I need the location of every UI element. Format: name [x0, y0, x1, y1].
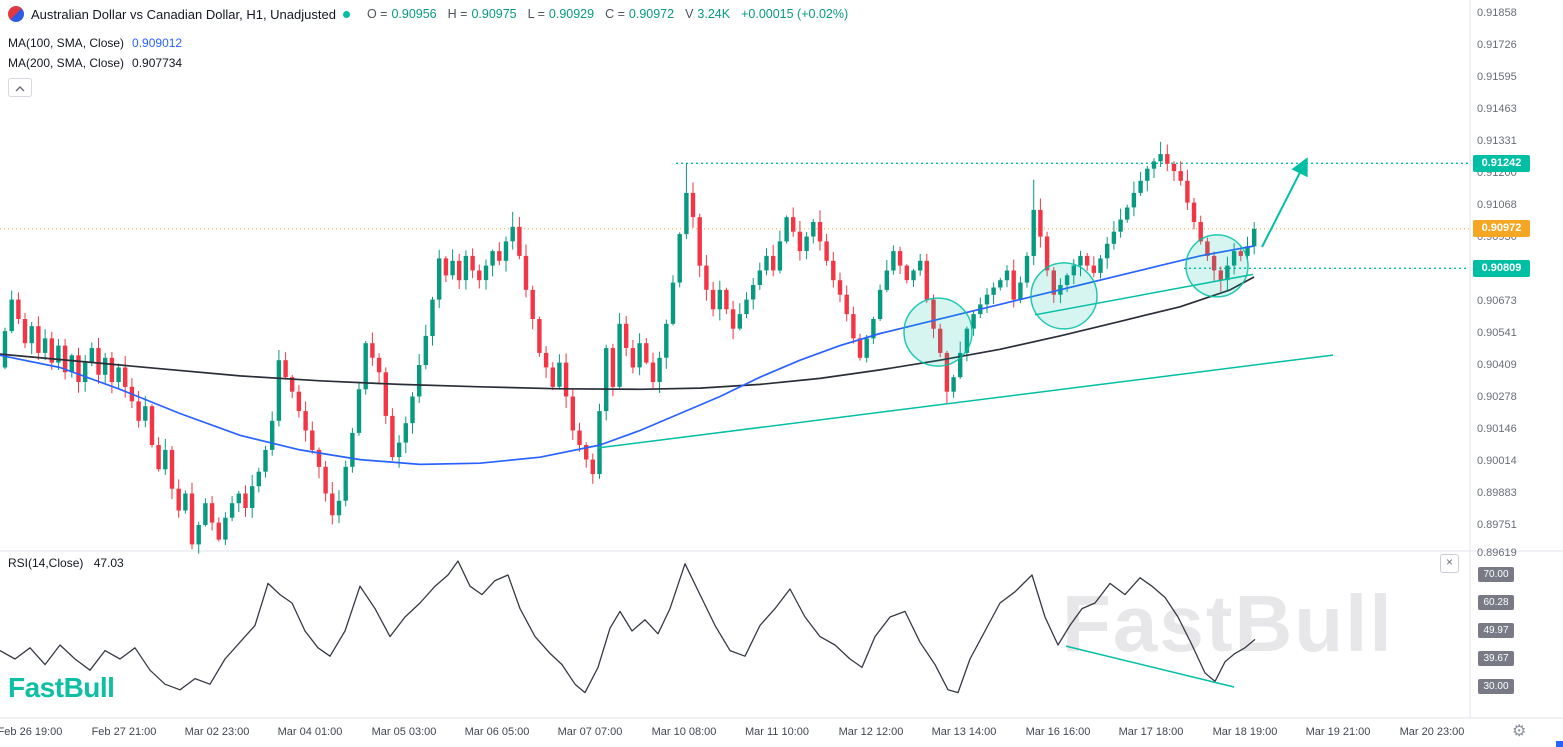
- close-label: C =: [605, 7, 625, 21]
- price-axis-label: 0.90673: [1477, 295, 1517, 307]
- time-axis-label: Mar 19 21:00: [1305, 726, 1371, 738]
- market-open-dot: [342, 10, 350, 18]
- time-axis-label: Mar 10 08:00: [651, 726, 717, 738]
- rsi-level-chip: 49.97: [1478, 623, 1514, 638]
- fastbull-logo: FastBull: [8, 672, 115, 703]
- rsi-label: RSI(14,Close): [8, 556, 84, 570]
- time-axis-label: Mar 13 14:00: [931, 726, 997, 738]
- time-axis-label: Mar 11 10:00: [744, 726, 810, 738]
- high-value: 0.90975: [471, 7, 517, 21]
- price-axis-label: 0.91858: [1477, 7, 1517, 19]
- low-label: L =: [527, 7, 545, 21]
- rsi-level-chip: 70.00: [1478, 567, 1514, 582]
- price-axis-label: 0.91068: [1477, 199, 1517, 211]
- ma100-legend: MA(100, SMA, Close) 0.909012: [8, 36, 182, 50]
- price-axis-label: 0.90409: [1477, 359, 1517, 371]
- price-axis-labels: 0.91858 0.91726 0.91595 0.91463 0.91331 0.912…: [1470, 0, 1563, 560]
- scrollbar-corner: [1556, 741, 1563, 747]
- price-axis-label: 0.91726: [1477, 39, 1517, 51]
- time-axis-label: Mar 17 18:00: [1118, 726, 1184, 738]
- price-axis-label: 0.91331: [1477, 135, 1517, 147]
- volume-value: 3.24K: [697, 7, 731, 21]
- price-badge: 0.91242: [1473, 154, 1530, 172]
- price-change: +0.00015 (+0.02%): [741, 7, 849, 21]
- ma100-value: 0.909012: [132, 36, 183, 50]
- price-axis[interactable]: 0.91858 0.91726 0.91595 0.91463 0.91331 0.912…: [1470, 0, 1563, 718]
- time-axis-label: Feb 26 19:00: [0, 726, 63, 738]
- price-axis-label: 0.91595: [1477, 71, 1517, 83]
- price-badge: 0.90972: [1473, 220, 1530, 238]
- symbol-icon: [8, 6, 24, 22]
- rsi-level-chip: 39.67: [1478, 651, 1514, 666]
- open-label: O =: [366, 7, 388, 21]
- rsi-close-button[interactable]: ×: [1440, 554, 1459, 573]
- price-axis-label: 0.90146: [1477, 423, 1517, 435]
- price-axis-label: 0.90541: [1477, 327, 1517, 339]
- ma100-label: MA(100, SMA, Close): [8, 36, 125, 50]
- chevron-up-icon: [15, 79, 25, 97]
- time-axis[interactable]: Feb 26 19:00 Feb 27 21:00 Mar 02 23:00 Mar …: [0, 718, 1563, 747]
- price-axis-label: 0.90014: [1477, 455, 1517, 467]
- time-axis-label: Mar 02 23:00: [184, 726, 250, 738]
- time-axis-label: Mar 05 03:00: [371, 726, 437, 738]
- collapse-legend-button[interactable]: [8, 78, 32, 97]
- time-axis-label: Mar 18 19:00: [1212, 726, 1278, 738]
- open-value: 0.90956: [391, 7, 437, 21]
- price-axis-label: 0.89751: [1477, 519, 1517, 531]
- time-axis-label: Mar 06 05:00: [464, 726, 530, 738]
- gear-icon[interactable]: ⚙: [1512, 723, 1527, 740]
- time-axis-label: Mar 07 07:00: [557, 726, 623, 738]
- ma200-legend: MA(200, SMA, Close) 0.907734: [8, 56, 182, 70]
- fastbull-watermark: FastBull: [1062, 579, 1394, 668]
- high-label: H =: [447, 7, 468, 21]
- rsi-level-chip: 60.28: [1478, 595, 1514, 610]
- close-value: 0.90972: [628, 7, 675, 21]
- time-axis-label: Mar 16 16:00: [1025, 726, 1091, 738]
- ma200-value: 0.907734: [132, 56, 183, 70]
- price-axis-label: 0.90278: [1477, 391, 1517, 403]
- time-axis-label: Mar 20 23:00: [1399, 726, 1465, 738]
- time-axis-label: Mar 12 12:00: [838, 726, 904, 738]
- price-axis-label: 0.89619: [1477, 547, 1517, 559]
- time-axis-label: Mar 04 01:00: [277, 726, 343, 738]
- price-axis-label: 0.89883: [1477, 487, 1517, 499]
- rsi-legend: RSI(14,Close) 47.03: [8, 556, 124, 570]
- ohlc-values: O = 0.90956 H = 0.90975 L = 0.90929 C = …: [356, 7, 730, 21]
- rsi-level-chip: 30.00: [1478, 679, 1514, 694]
- chart-header: Australian Dollar vs Canadian Dollar, H1…: [8, 4, 848, 24]
- symbol-title[interactable]: Australian Dollar vs Canadian Dollar, H1…: [31, 6, 336, 22]
- close-icon: ×: [1445, 555, 1453, 569]
- price-axis-label: 0.91463: [1477, 103, 1517, 115]
- rsi-value: 47.03: [93, 556, 124, 570]
- volume-label: V: [685, 7, 694, 21]
- low-value: 0.90929: [548, 7, 595, 21]
- price-badge: 0.90809: [1473, 259, 1530, 277]
- ma200-label: MA(200, SMA, Close): [8, 56, 125, 70]
- time-axis-label: Feb 27 21:00: [91, 726, 157, 738]
